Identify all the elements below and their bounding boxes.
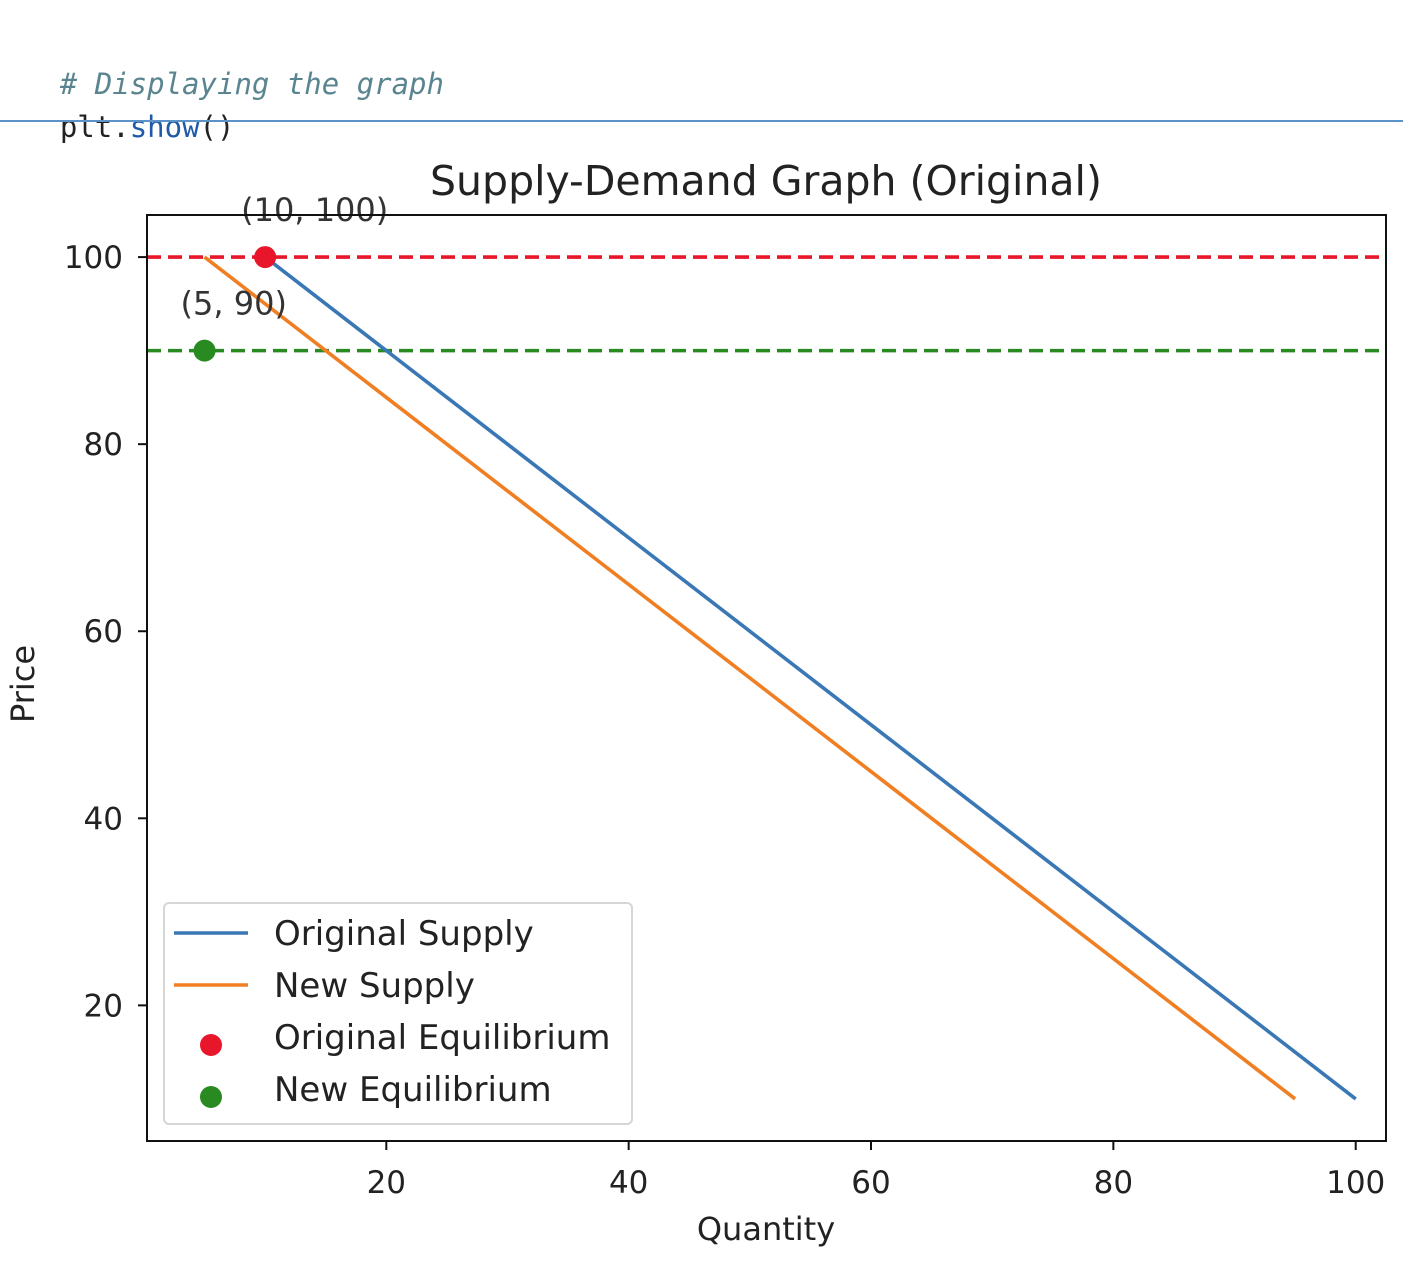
code-method: show [129, 110, 200, 144]
series-line-new-supply [203, 255, 1297, 1101]
legend-label-new-supply: New Supply [274, 966, 475, 1006]
legend-label-new-equilibrium: New Equilibrium [274, 1070, 552, 1110]
x-tick-label: 100 [1326, 1165, 1385, 1201]
code-comment: # Displaying the graph [59, 67, 444, 101]
chart-title: Supply-Demand Graph (Original) [430, 157, 1102, 205]
legend: Original Supply New Supply Original Equili… [163, 902, 633, 1125]
y-tick-label: 80 [84, 427, 123, 463]
x-axis-label: Quantity [697, 1210, 835, 1248]
code-line-comment: # Displaying the graph [0, 24, 444, 144]
legend-label-original-supply: Original Supply [274, 914, 534, 954]
x-tick-label: 60 [851, 1165, 890, 1201]
code-dot: . [112, 110, 130, 144]
legend-swatch-original-equilibrium [200, 1034, 222, 1056]
x-tick-label: 40 [609, 1165, 648, 1201]
x-tick-label: 80 [1094, 1165, 1133, 1201]
code-cell[interactable]: # Displaying the graph plt.show() [0, 0, 1403, 144]
plot-frame [146, 214, 1387, 1142]
cell-divider [0, 120, 1403, 122]
code-parens: () [199, 110, 235, 144]
series-line-original-supply [264, 255, 1357, 1101]
legend-frame [163, 902, 633, 1125]
code-identifier: plt [59, 110, 113, 144]
y-axis-label: Price [4, 645, 42, 723]
point-new-equilibrium [193, 339, 216, 362]
point-original-equilibrium [254, 246, 277, 269]
y-tick-label: 40 [84, 801, 123, 837]
annotation-0: (10, 100) [241, 191, 388, 229]
legend-label-original-equilibrium: Original Equilibrium [274, 1018, 610, 1058]
y-tick-label: 60 [84, 614, 123, 650]
legend-swatch-new-equilibrium [200, 1086, 222, 1108]
x-tick-label: 20 [367, 1165, 406, 1201]
y-tick-label: 20 [84, 988, 123, 1024]
code-line-show: plt.show() [0, 67, 235, 187]
y-tick-label: 100 [64, 240, 123, 276]
annotation-1: (5, 90) [181, 285, 287, 323]
